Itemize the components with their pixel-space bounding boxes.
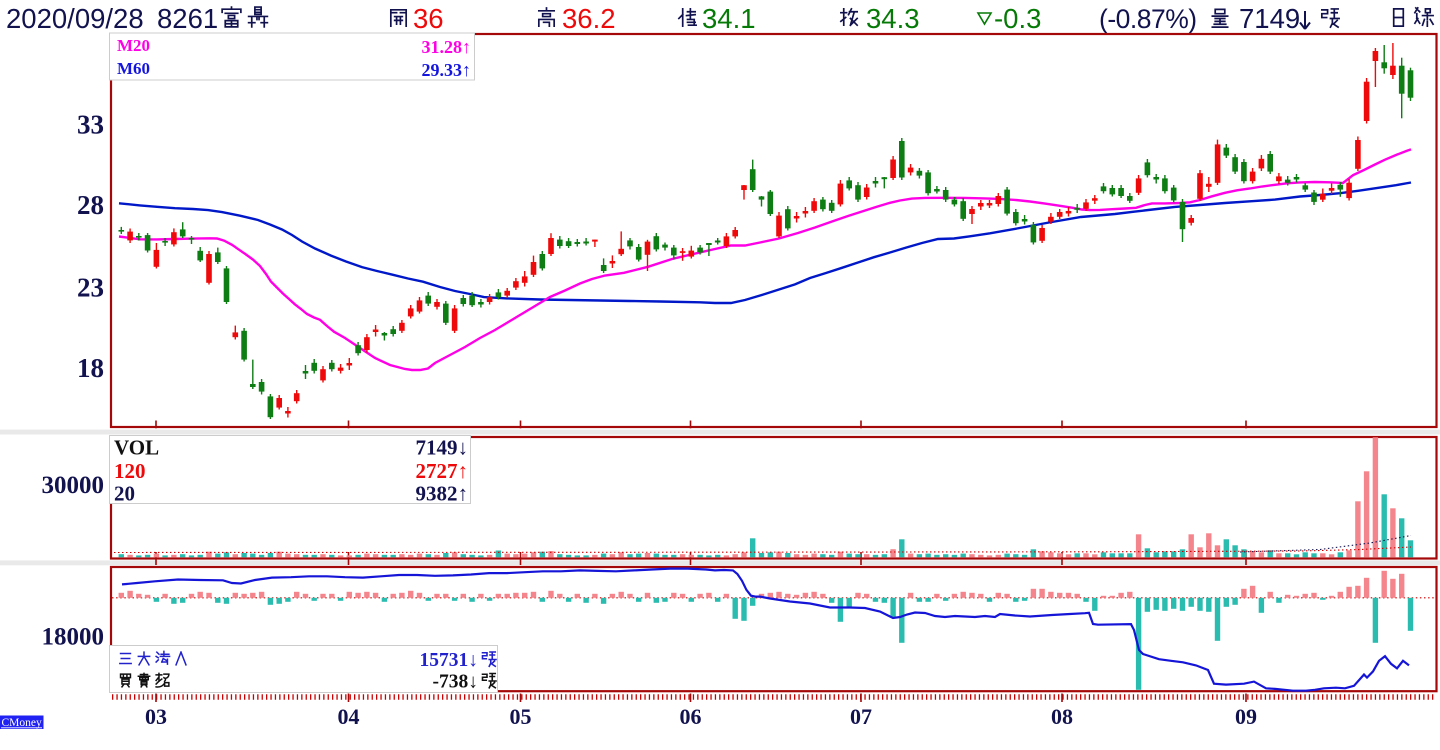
svg-text:M60: M60 xyxy=(117,59,150,78)
svg-text:-738↓: -738↓ xyxy=(433,672,479,693)
svg-text:04: 04 xyxy=(338,704,360,729)
svg-text:29.33↑: 29.33↑ xyxy=(422,60,472,80)
svg-text:15731↓: 15731↓ xyxy=(420,650,479,671)
svg-text:36: 36 xyxy=(413,3,444,34)
svg-text:M20: M20 xyxy=(117,36,150,55)
svg-text:33: 33 xyxy=(77,110,104,140)
svg-text:9382↑: 9382↑ xyxy=(416,482,469,506)
svg-text:34.1: 34.1 xyxy=(702,3,756,34)
svg-text:03: 03 xyxy=(145,704,167,729)
svg-text:2020/09/28: 2020/09/28 xyxy=(6,3,144,34)
svg-text:30000: 30000 xyxy=(42,472,105,499)
svg-text:120: 120 xyxy=(114,459,146,483)
svg-text:18000: 18000 xyxy=(42,624,105,651)
svg-text:-0.3: -0.3 xyxy=(994,3,1041,34)
svg-text:07: 07 xyxy=(850,704,872,729)
svg-text:09: 09 xyxy=(1235,704,1257,729)
svg-text:20: 20 xyxy=(114,482,135,506)
svg-text:08: 08 xyxy=(1051,704,1073,729)
svg-text:06: 06 xyxy=(680,704,702,729)
svg-text:34.3: 34.3 xyxy=(866,3,920,34)
svg-text:28: 28 xyxy=(77,190,104,220)
svg-text:7149↓: 7149↓ xyxy=(416,436,469,460)
svg-text:VOL: VOL xyxy=(114,436,159,460)
svg-text:31.28↑: 31.28↑ xyxy=(422,37,472,57)
svg-text:(-0.87%): (-0.87%) xyxy=(1099,4,1197,34)
svg-text:8261: 8261 xyxy=(157,3,218,34)
svg-text:23: 23 xyxy=(77,273,104,303)
svg-text:7149: 7149 xyxy=(1239,3,1300,34)
svg-text:36.2: 36.2 xyxy=(562,3,616,34)
svg-text:05: 05 xyxy=(510,704,532,729)
svg-text:18: 18 xyxy=(77,353,104,383)
svg-text:2727↑: 2727↑ xyxy=(416,459,469,483)
svg-text:CMoney: CMoney xyxy=(2,717,43,729)
